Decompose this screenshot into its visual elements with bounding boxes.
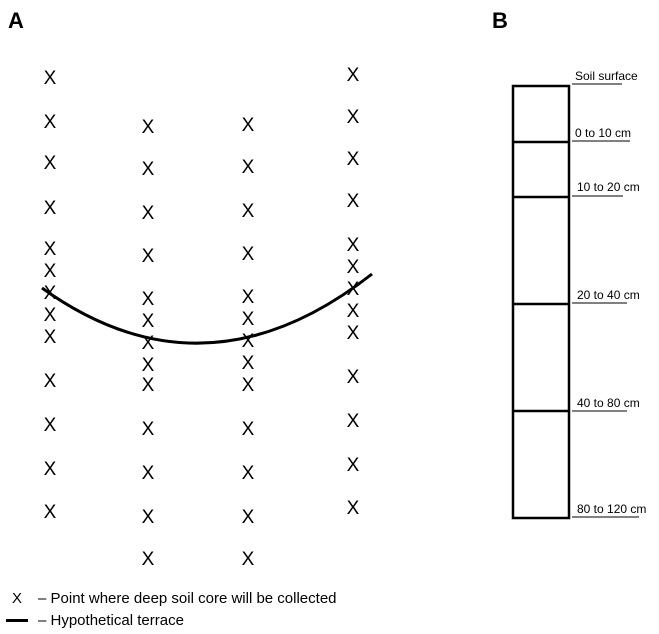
legend-terrace-swatch bbox=[6, 619, 28, 622]
soil-core-point-marker: X bbox=[142, 246, 155, 267]
soil-core-point-marker: X bbox=[242, 549, 255, 570]
soil-core-point-marker: X bbox=[44, 459, 57, 480]
soil-core-point-marker: X bbox=[44, 305, 57, 326]
svg-text:10 to 20 cm: 10 to 20 cm bbox=[577, 180, 640, 194]
hypothetical-terrace-line bbox=[41, 272, 373, 345]
legend-x-marker: X bbox=[11, 590, 22, 607]
soil-core-point-marker: X bbox=[142, 507, 155, 528]
soil-core-point-marker: X bbox=[142, 549, 155, 570]
soil-core-point-marker: X bbox=[347, 107, 360, 128]
soil-core-point-marker: X bbox=[242, 157, 255, 178]
svg-text:20 to 40 cm: 20 to 40 cm bbox=[577, 288, 640, 302]
soil-core-point-marker: X bbox=[142, 355, 155, 376]
soil-core-point-marker: X bbox=[242, 353, 255, 374]
soil-core-point-marker: X bbox=[142, 463, 155, 484]
soil-core-point-marker: X bbox=[242, 287, 255, 308]
layer-label: 40 to 80 cm bbox=[572, 396, 640, 412]
svg-text:Soil surface: Soil surface bbox=[575, 69, 638, 83]
soil-core-point-marker: X bbox=[142, 159, 155, 180]
soil-core-point-marker: X bbox=[44, 371, 57, 392]
soil-core-point-marker: X bbox=[142, 289, 155, 310]
soil-core-outline bbox=[511, 84, 571, 520]
soil-core-point-marker: X bbox=[242, 331, 255, 352]
sampling-grid: XXXXXXXXXXXXXXXXXXXXXXXXXXXXXXXXXXXXXXXX… bbox=[44, 65, 360, 570]
legend-marker-label: – Point where deep soil core will be col… bbox=[38, 590, 337, 607]
soil-core-point-marker: X bbox=[347, 149, 360, 170]
soil-core-point-marker: X bbox=[44, 327, 57, 348]
legend-line-row: – Hypothetical terrace bbox=[6, 612, 184, 629]
svg-text:80 to 120 cm: 80 to 120 cm bbox=[577, 502, 646, 516]
legend-marker-row: X – Point where deep soil core will be c… bbox=[6, 590, 337, 607]
svg-text:40 to 80 cm: 40 to 80 cm bbox=[577, 396, 640, 410]
soil-core-point-marker: X bbox=[347, 367, 360, 388]
soil-core-point-marker: X bbox=[347, 191, 360, 212]
soil-core-point-marker: X bbox=[242, 201, 255, 222]
svg-text:0 to 10 cm: 0 to 10 cm bbox=[575, 126, 631, 140]
soil-core-point-marker: X bbox=[242, 309, 255, 330]
soil-core-point-marker: X bbox=[242, 244, 255, 265]
soil-core-point-marker: X bbox=[44, 153, 57, 174]
soil-core-point-marker: X bbox=[347, 455, 360, 476]
soil-core-point-marker: X bbox=[347, 498, 360, 519]
soil-core-column: Soil surface 0 to 10 cm 10 to 20 cm 20 t… bbox=[511, 69, 646, 520]
legend-line-label: – Hypothetical terrace bbox=[38, 612, 184, 629]
soil-core-point-marker: X bbox=[347, 323, 360, 344]
soil-core-point-marker: X bbox=[347, 235, 360, 256]
soil-core-point-marker: X bbox=[44, 261, 57, 282]
soil-core-point-marker: X bbox=[242, 419, 255, 440]
panel-b-label: B bbox=[492, 8, 508, 33]
panel-a-label: A bbox=[8, 8, 24, 33]
layer-label: 80 to 120 cm bbox=[572, 502, 646, 518]
soil-core-point-marker: X bbox=[142, 375, 155, 396]
layer-label: 10 to 20 cm bbox=[572, 180, 640, 197]
soil-core-point-marker: X bbox=[142, 419, 155, 440]
soil-core-point-marker: X bbox=[44, 502, 57, 523]
soil-core-point-marker: X bbox=[242, 463, 255, 484]
soil-core-point-marker: X bbox=[44, 239, 57, 260]
soil-core-point-marker: X bbox=[347, 411, 360, 432]
soil-core-point-marker: X bbox=[142, 117, 155, 138]
soil-core-point-marker: X bbox=[142, 311, 155, 332]
soil-core-point-marker: X bbox=[44, 198, 57, 219]
soil-core-point-marker: X bbox=[142, 203, 155, 224]
layer-label: 0 to 10 cm bbox=[572, 126, 631, 142]
soil-core-point-marker: X bbox=[242, 115, 255, 136]
soil-core-point-marker: X bbox=[347, 301, 360, 322]
layer-label: 20 to 40 cm bbox=[572, 288, 640, 304]
soil-core-point-marker: X bbox=[242, 507, 255, 528]
soil-core-point-marker: X bbox=[347, 257, 360, 278]
soil-core-point-marker: X bbox=[44, 112, 57, 133]
soil-core-point-marker: X bbox=[44, 68, 57, 89]
soil-core-point-marker: X bbox=[242, 375, 255, 396]
layer-label: Soil surface bbox=[572, 69, 638, 85]
soil-core-point-marker: X bbox=[347, 65, 360, 86]
soil-core-point-marker: X bbox=[44, 415, 57, 436]
